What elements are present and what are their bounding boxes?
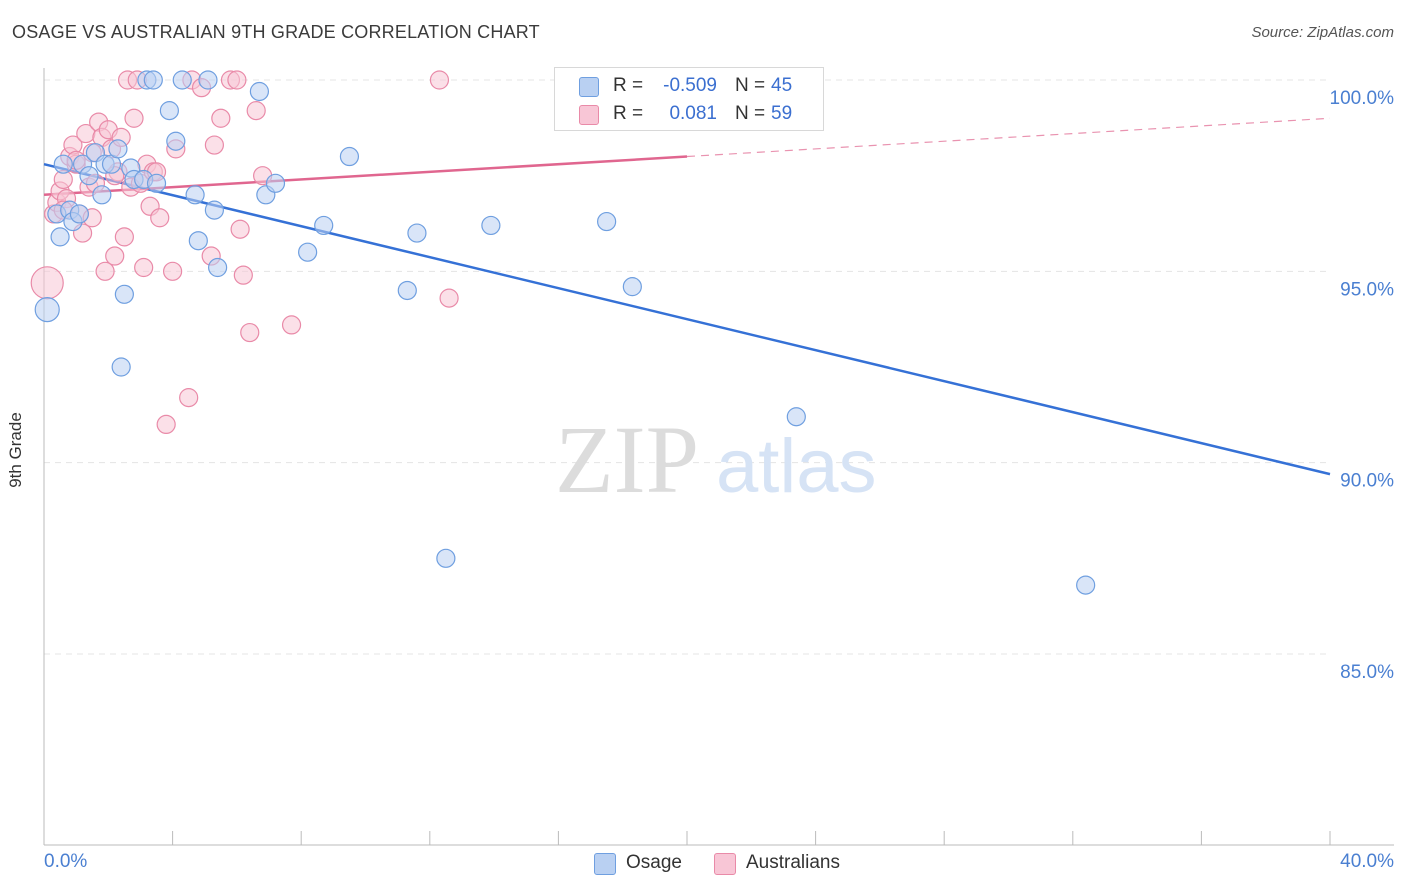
data-point-australians — [246, 101, 266, 121]
axes — [43, 68, 1394, 846]
source-label: Source: ZipAtlas.com — [1251, 24, 1394, 41]
data-point-osage — [397, 280, 417, 301]
data-point-australians — [240, 322, 260, 343]
data-point-australians — [179, 388, 199, 408]
data-point-osage — [314, 215, 334, 236]
y-tick-label: 100.0% — [1330, 88, 1395, 109]
data-point-australians — [150, 208, 170, 228]
data-point-australians — [204, 135, 224, 155]
chart-title: OSAGE VS AUSTRALIAN 9TH GRADE CORRELATIO… — [12, 22, 540, 42]
r-label: R = — [613, 75, 644, 96]
n-label: N = — [735, 103, 766, 124]
x-tick-min: 0.0% — [44, 851, 88, 872]
grid-lines — [44, 79, 1330, 655]
data-point-australians — [124, 108, 144, 128]
data-point-osage — [79, 166, 99, 186]
stats-box: R = -0.509 N = 45 R = 0.081 N = 59 — [554, 67, 824, 131]
data-point-osage — [53, 154, 73, 174]
legend: Osage Australians — [0, 851, 1406, 879]
data-point-osage — [436, 548, 456, 568]
data-point-osage — [146, 173, 167, 193]
y-tick-labels: 85.0% 90.0% 95.0% 100.0% — [1330, 88, 1395, 683]
legend-swatch-australians — [714, 853, 736, 875]
trend-line-extension-australians — [686, 117, 1331, 158]
data-point-osage — [108, 139, 128, 159]
data-point-osage — [92, 185, 112, 205]
data-point-australians — [114, 227, 134, 247]
data-point-osage — [298, 242, 318, 262]
watermark: ZIP atlas — [555, 406, 877, 513]
data-point-australians — [105, 246, 125, 266]
n-label: N = — [735, 75, 766, 96]
data-point-osage — [265, 173, 286, 193]
data-point-osage — [166, 131, 186, 151]
data-point-osage — [111, 357, 131, 377]
data-point-osage — [204, 200, 224, 220]
stats-row-australians: R = 0.081 N = 59 — [555, 101, 823, 129]
x-tick-max: 40.0% — [1340, 851, 1394, 872]
data-point-osage — [69, 204, 89, 224]
data-point-australians — [233, 265, 253, 285]
data-point-osage — [622, 277, 642, 297]
n-value-osage: 45 — [771, 75, 793, 96]
data-point-osage — [407, 223, 427, 243]
data-point-osage — [188, 231, 208, 251]
data-point-osage — [208, 257, 228, 278]
data-point-osage — [786, 407, 806, 427]
r-value-osage: -0.509 — [663, 75, 717, 96]
legend-label-osage: Osage — [626, 852, 682, 873]
y-tick-label: 95.0% — [1340, 279, 1394, 300]
data-point-osage — [172, 70, 192, 90]
data-point-osage — [597, 211, 617, 232]
stats-swatch-australians — [579, 105, 599, 125]
y-tick-label: 90.0% — [1340, 471, 1394, 492]
legend-label-australians: Australians — [746, 852, 840, 873]
data-point-osage — [481, 215, 501, 236]
stats-row-osage: R = -0.509 N = 45 — [555, 73, 823, 101]
n-value-australians: 59 — [771, 103, 793, 124]
data-point-osage — [114, 284, 134, 304]
legend-swatch-osage — [594, 853, 616, 875]
data-point-australians — [439, 288, 459, 308]
data-points — [30, 70, 1096, 595]
data-point-australians — [429, 70, 450, 90]
y-tick-label: 85.0% — [1340, 662, 1394, 683]
data-point-australians — [156, 414, 176, 434]
data-point-australians — [211, 108, 231, 128]
r-value-australians: 0.081 — [669, 103, 717, 124]
data-point-australians — [95, 261, 115, 281]
trend-line-osage — [43, 162, 1331, 476]
data-point-osage — [1076, 575, 1096, 595]
data-point-osage — [34, 297, 60, 323]
data-point-osage — [198, 70, 218, 90]
data-point-australians — [163, 261, 183, 281]
data-point-australians — [230, 219, 250, 239]
data-point-australians — [227, 70, 247, 90]
watermark-atlas: atlas — [716, 424, 877, 509]
r-label: R = — [613, 103, 644, 124]
stats-swatch-osage — [579, 77, 599, 97]
data-point-osage — [185, 185, 205, 205]
data-point-australians — [281, 315, 302, 335]
data-point-osage — [159, 101, 179, 121]
data-point-osage — [143, 70, 163, 90]
data-point-australians — [30, 266, 64, 300]
data-point-osage — [339, 146, 360, 167]
data-point-osage — [50, 227, 70, 247]
data-point-australians — [134, 257, 154, 278]
watermark-zip: ZIP — [555, 406, 699, 513]
data-point-osage — [249, 81, 270, 102]
